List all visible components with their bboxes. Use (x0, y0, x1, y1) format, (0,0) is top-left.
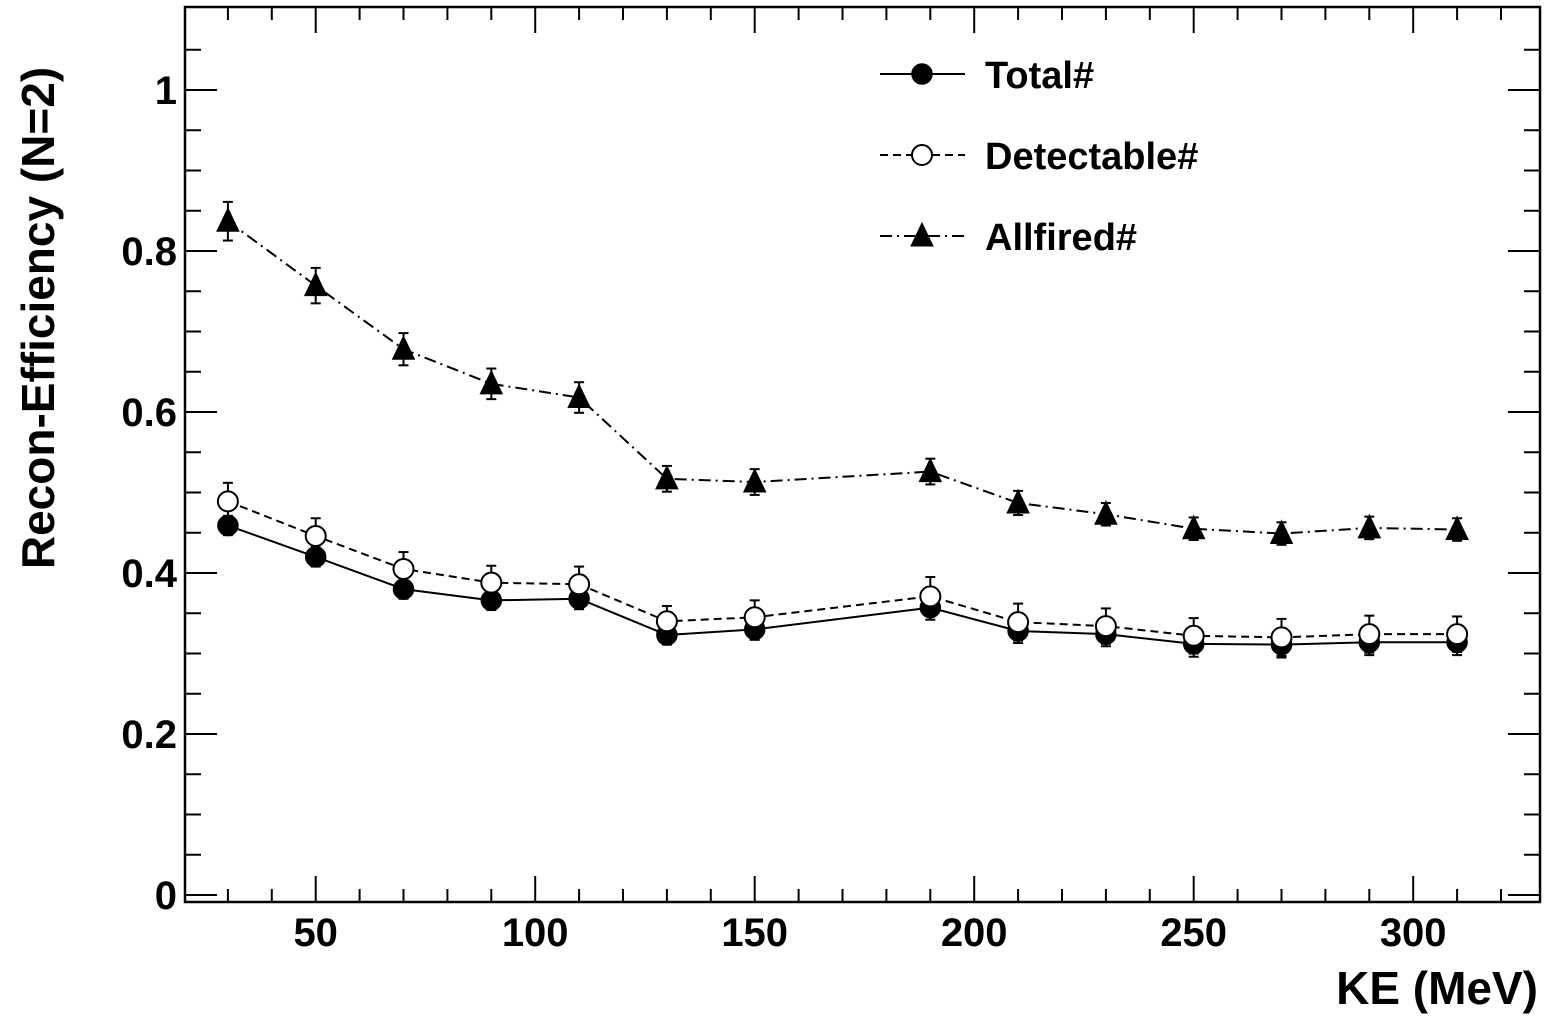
x-tick-label: 300 (1380, 911, 1447, 955)
legend-entry: Allfired# (880, 217, 1137, 259)
data-point (568, 573, 591, 596)
data-point (919, 585, 942, 608)
data-point (391, 335, 416, 360)
x-axis-title: KE (MeV) (1336, 962, 1538, 1014)
data-point (304, 524, 327, 547)
y-tick-label: 0.2 (121, 713, 177, 757)
series-layer (216, 200, 1469, 659)
x-tick-label: 200 (941, 911, 1008, 955)
data-point (1094, 615, 1117, 638)
data-point (1006, 488, 1030, 514)
plot-frame (183, 5, 1542, 904)
legend-marker (911, 63, 933, 85)
axis-ticks (185, 7, 1540, 902)
legend-label: Detectable# (985, 136, 1198, 178)
data-point (1182, 624, 1205, 647)
data-point (655, 464, 679, 490)
data-point (1094, 500, 1118, 525)
data-point (918, 457, 943, 483)
y-tick-label: 1 (155, 69, 177, 113)
data-point (655, 610, 678, 633)
data-point (1270, 626, 1293, 649)
y-tick-label: 0.8 (121, 230, 177, 274)
y-tick-label: 0.4 (121, 552, 177, 596)
data-point (1007, 611, 1030, 634)
legend-entry: Total# (880, 55, 1094, 97)
legend-label: Allfired# (985, 217, 1137, 259)
series-line (227, 500, 1458, 639)
data-point (1181, 514, 1206, 540)
data-point (303, 271, 328, 297)
x-tick-label: 100 (502, 911, 569, 955)
data-point (1358, 623, 1381, 646)
series-line (227, 220, 1458, 535)
data-point (479, 369, 504, 395)
data-point (480, 571, 503, 594)
y-tick-label: 0.6 (121, 391, 177, 435)
legend-label: Total# (985, 55, 1094, 97)
series-line (227, 524, 1458, 646)
data-point (216, 207, 240, 232)
legend-entry: Detectable# (880, 136, 1198, 178)
data-point (1445, 515, 1469, 541)
legend: Total# Detectable# Allfired# (880, 55, 1198, 259)
y-tick-label: 0 (155, 874, 177, 918)
data-point (1269, 519, 1294, 545)
x-tick-label: 250 (1160, 911, 1227, 955)
axis-tick-labels: 50 100 150 200 250 300 0 0.2 0.4 0.6 0.8 1 (121, 69, 1446, 955)
data-point (392, 557, 415, 580)
x-tick-label: 150 (721, 911, 788, 955)
data-point (1357, 513, 1382, 539)
data-point (567, 383, 591, 409)
series-detectable (216, 481, 1469, 657)
data-point (1446, 623, 1469, 646)
data-point (742, 467, 767, 493)
data-point (743, 606, 766, 629)
legend-marker (911, 144, 933, 166)
legend-marker (910, 221, 934, 247)
x-tick-label: 50 (293, 911, 338, 955)
y-axis-title: Recon-Efficiency (N=2) (12, 67, 64, 569)
series-allfired (216, 200, 1469, 546)
data-point (216, 490, 239, 513)
